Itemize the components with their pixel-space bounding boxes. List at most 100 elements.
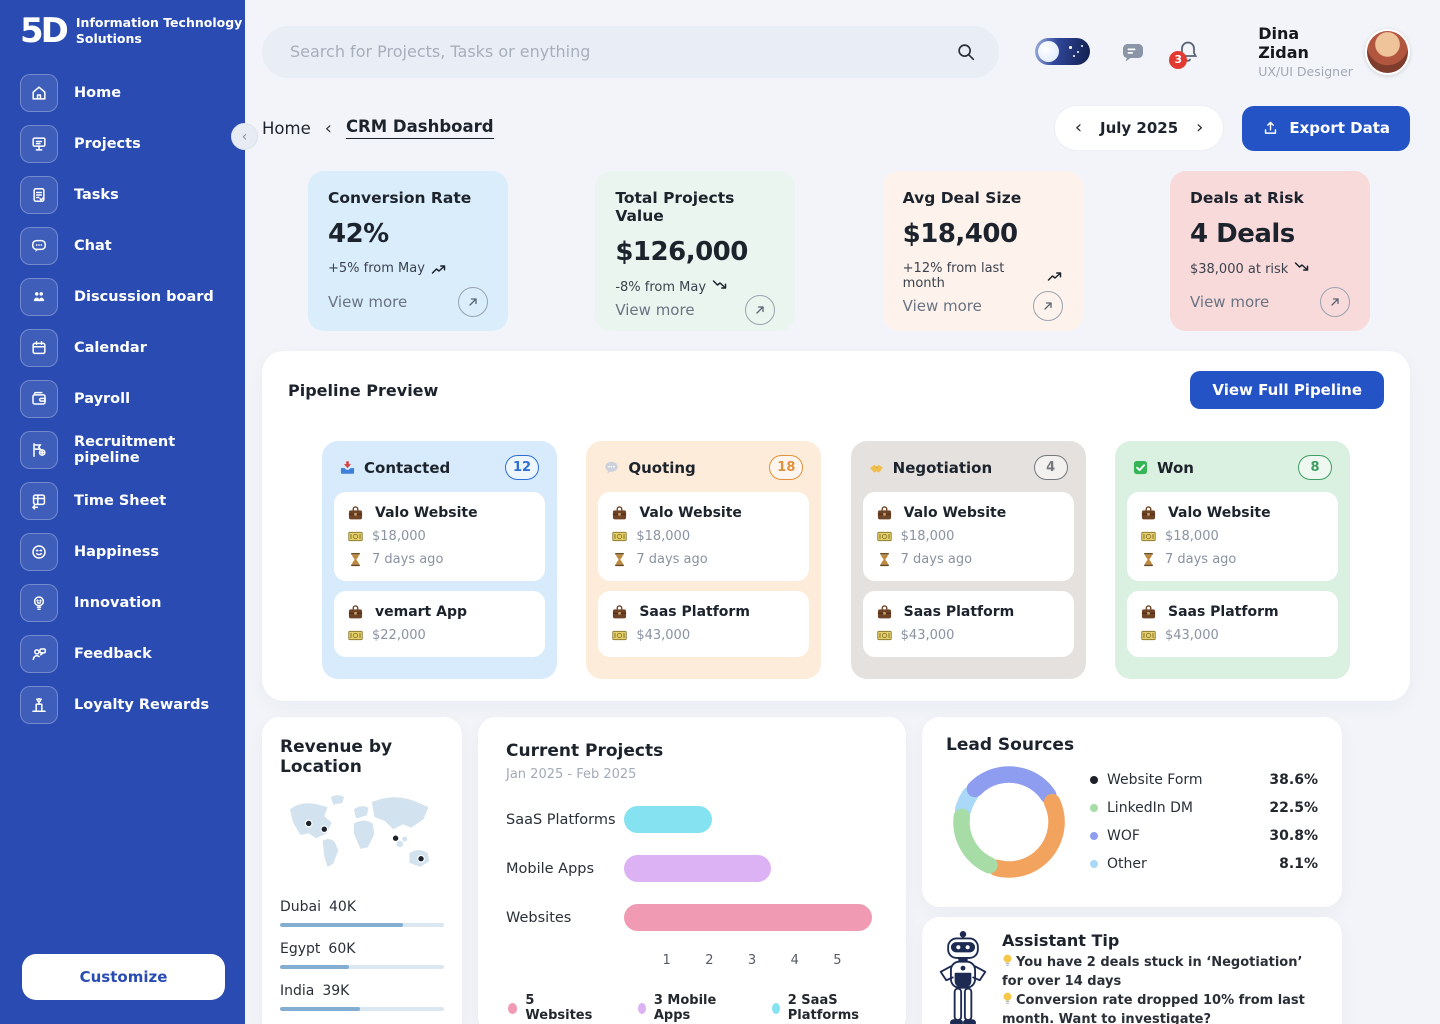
sidebar-item-tasks[interactable]: Tasks — [20, 176, 245, 214]
kpi-card-deals-at-risk: Deals at Risk 4 Deals $38,000 at risk Vi… — [1169, 171, 1370, 331]
search-icon[interactable] — [955, 41, 977, 63]
sidebar-item-projects[interactable]: Projects — [20, 125, 245, 163]
deal-name: Saas Platform — [1167, 604, 1279, 620]
revenue-title: Revenue by Location — [280, 737, 393, 777]
breadcrumb-home-link[interactable]: Home — [262, 118, 311, 138]
legend-label: 2 SaaS Platforms — [787, 993, 859, 1023]
brand: 5D Information Technology Solutions — [20, 14, 245, 48]
deal-card[interactable]: Valo Website $18,000 7 days ago — [862, 492, 1074, 581]
sidebar-item-happiness[interactable]: Happiness — [20, 533, 245, 571]
legend-dot — [1090, 776, 1098, 784]
avatar[interactable] — [1365, 28, 1410, 75]
sidebar-item-calendar[interactable]: Calendar — [20, 329, 245, 367]
deal-card[interactable]: vemart App $22,000 — [334, 591, 545, 657]
deal-card[interactable]: Saas Platform $43,000 — [862, 591, 1074, 657]
kpi-delta: $38,000 at risk — [1190, 261, 1350, 277]
search-input[interactable] — [290, 42, 956, 61]
upload-icon — [1262, 120, 1279, 137]
deal-name: Valo Website — [1167, 505, 1271, 521]
sidebar-item-recruitment-pipeline[interactable]: Recruitment pipeline — [20, 431, 245, 469]
sidebar-collapse-button[interactable]: ‹ — [231, 123, 258, 150]
legend-percent: 8.1% — [1279, 856, 1318, 872]
pipeline-columns: Contacted 12 Valo Website $18,000 7 days… — [322, 441, 1350, 679]
pipeline-column-quoting: Quoting 18 Valo Website $18,000 7 days a… — [586, 441, 822, 679]
location-name: Egypt — [280, 941, 321, 957]
x-axis-tick: 2 — [705, 953, 714, 968]
home-icon — [20, 74, 58, 112]
sidebar-item-label: Home — [74, 85, 122, 101]
calendar-icon — [20, 329, 58, 367]
stage-count-badge: 18 — [769, 455, 804, 480]
deal-card[interactable]: Valo Website $18,000 7 days ago — [334, 492, 545, 581]
view-more-link[interactable]: View more — [902, 297, 982, 315]
feedback-icon — [20, 635, 58, 673]
kpi-card-total-projects-value: Total Projects Value $126,000 -8% from M… — [595, 171, 796, 331]
projects-title: Current Projects — [506, 741, 664, 761]
sidebar-item-label: Calendar — [74, 340, 147, 356]
pipeline-column-won: Won 8 Valo Website $18,000 7 days ago Sa… — [1114, 441, 1350, 679]
sidebar-item-label: Recruitment pipeline — [74, 434, 176, 466]
legend-row: Other 8.1% — [1090, 850, 1318, 878]
deal-card[interactable]: Valo Website $18,000 7 days ago — [1126, 492, 1338, 581]
notification-badge: 3 — [1169, 50, 1188, 69]
month-label: July 2025 — [1100, 119, 1179, 137]
page-title[interactable]: CRM Dashboard — [345, 117, 494, 139]
world-map — [280, 789, 444, 885]
deal-name: Valo Website — [903, 505, 1007, 521]
customize-button[interactable]: Customize — [22, 954, 225, 1000]
assistant-tip: You have 2 deals stuck in ‘Negotiation’ … — [1002, 954, 1324, 992]
arrow-link-icon[interactable] — [1319, 287, 1350, 317]
deal-card[interactable]: Saas Platform $43,000 — [1126, 591, 1338, 657]
revenue-row: Egypt 60K — [280, 941, 444, 969]
legend-label: Website Form — [1107, 772, 1203, 788]
view-more-link[interactable]: View more — [615, 301, 695, 319]
sidebar-item-discussion-board[interactable]: Discussion board — [20, 278, 245, 316]
view-full-pipeline-button[interactable]: View Full Pipeline — [1190, 371, 1384, 409]
legend-label: Other — [1107, 856, 1147, 872]
arrow-link-icon[interactable] — [745, 295, 776, 325]
sidebar-item-time-sheet[interactable]: Time Sheet — [20, 482, 245, 520]
sidebar-item-chat[interactable]: Chat — [20, 227, 245, 265]
main-content: 3 Dina Zidan UX/UI Designer Home ‹ CRM D… — [245, 0, 1440, 1024]
stage-count-badge: 4 — [1033, 455, 1068, 480]
sidebar-item-innovation[interactable]: Innovation — [20, 584, 245, 622]
sidebar-item-payroll[interactable]: Payroll — [20, 380, 245, 418]
chat-bubble-icon — [20, 227, 58, 265]
kpi-title: Conversion Rate — [328, 189, 472, 207]
kpi-value: $126,000 — [615, 237, 748, 267]
podium-icon — [20, 686, 58, 724]
lightbulb-icon — [20, 584, 58, 622]
arrow-link-icon[interactable] — [458, 287, 488, 317]
export-data-button[interactable]: Export Data — [1242, 105, 1410, 151]
star-icon — [1081, 45, 1084, 47]
view-more-link[interactable]: View more — [1189, 293, 1270, 311]
legend-dot — [771, 1002, 780, 1014]
kpi-value: 4 Deals — [1189, 219, 1295, 249]
next-month-button[interactable]: › — [1196, 117, 1204, 138]
bar-category-label: Websites — [506, 909, 572, 926]
dark-mode-toggle[interactable] — [1035, 38, 1091, 65]
notifications-bell[interactable]: 3 — [1169, 39, 1200, 69]
deal-card[interactable]: Saas Platform $43,000 — [598, 591, 810, 657]
lead-sources-donut-chart — [953, 766, 1065, 878]
deal-card[interactable]: Valo Website $18,000 7 days ago — [598, 492, 810, 581]
legend-row: LinkedIn DM 22.5% — [1090, 794, 1318, 822]
prev-month-button[interactable]: ‹ — [1074, 117, 1083, 138]
view-more-link[interactable]: View more — [328, 293, 408, 311]
toggle-knob — [1038, 41, 1060, 62]
sidebar-item-loyalty-rewards[interactable]: Loyalty Rewards — [20, 686, 245, 724]
kpi-card-conversion-rate: Conversion Rate 42% +5% from May View mo… — [308, 171, 508, 331]
kpi-delta-label: +12% from last month — [902, 261, 1005, 291]
messages-icon[interactable] — [1120, 40, 1146, 64]
sidebar-item-label: Innovation — [74, 595, 162, 611]
assistant-tip-text: Conversion rate dropped 10% from last mo… — [1002, 992, 1305, 1024]
kpi-delta-label: +5% from May — [328, 261, 425, 276]
topbar: 3 Dina Zidan UX/UI Designer — [262, 24, 1410, 79]
sidebar-item-home[interactable]: Home — [20, 74, 245, 112]
arrow-link-icon[interactable] — [1032, 291, 1063, 321]
user-menu[interactable]: Dina Zidan UX/UI Designer — [1258, 24, 1410, 79]
trend-down-icon — [1294, 261, 1310, 277]
sidebar-item-label: Tasks — [74, 187, 119, 203]
sidebar-item-feedback[interactable]: Feedback — [20, 635, 245, 673]
assistant-tip-text: You have 2 deals stuck in ‘Negotiation’ … — [1002, 955, 1303, 989]
